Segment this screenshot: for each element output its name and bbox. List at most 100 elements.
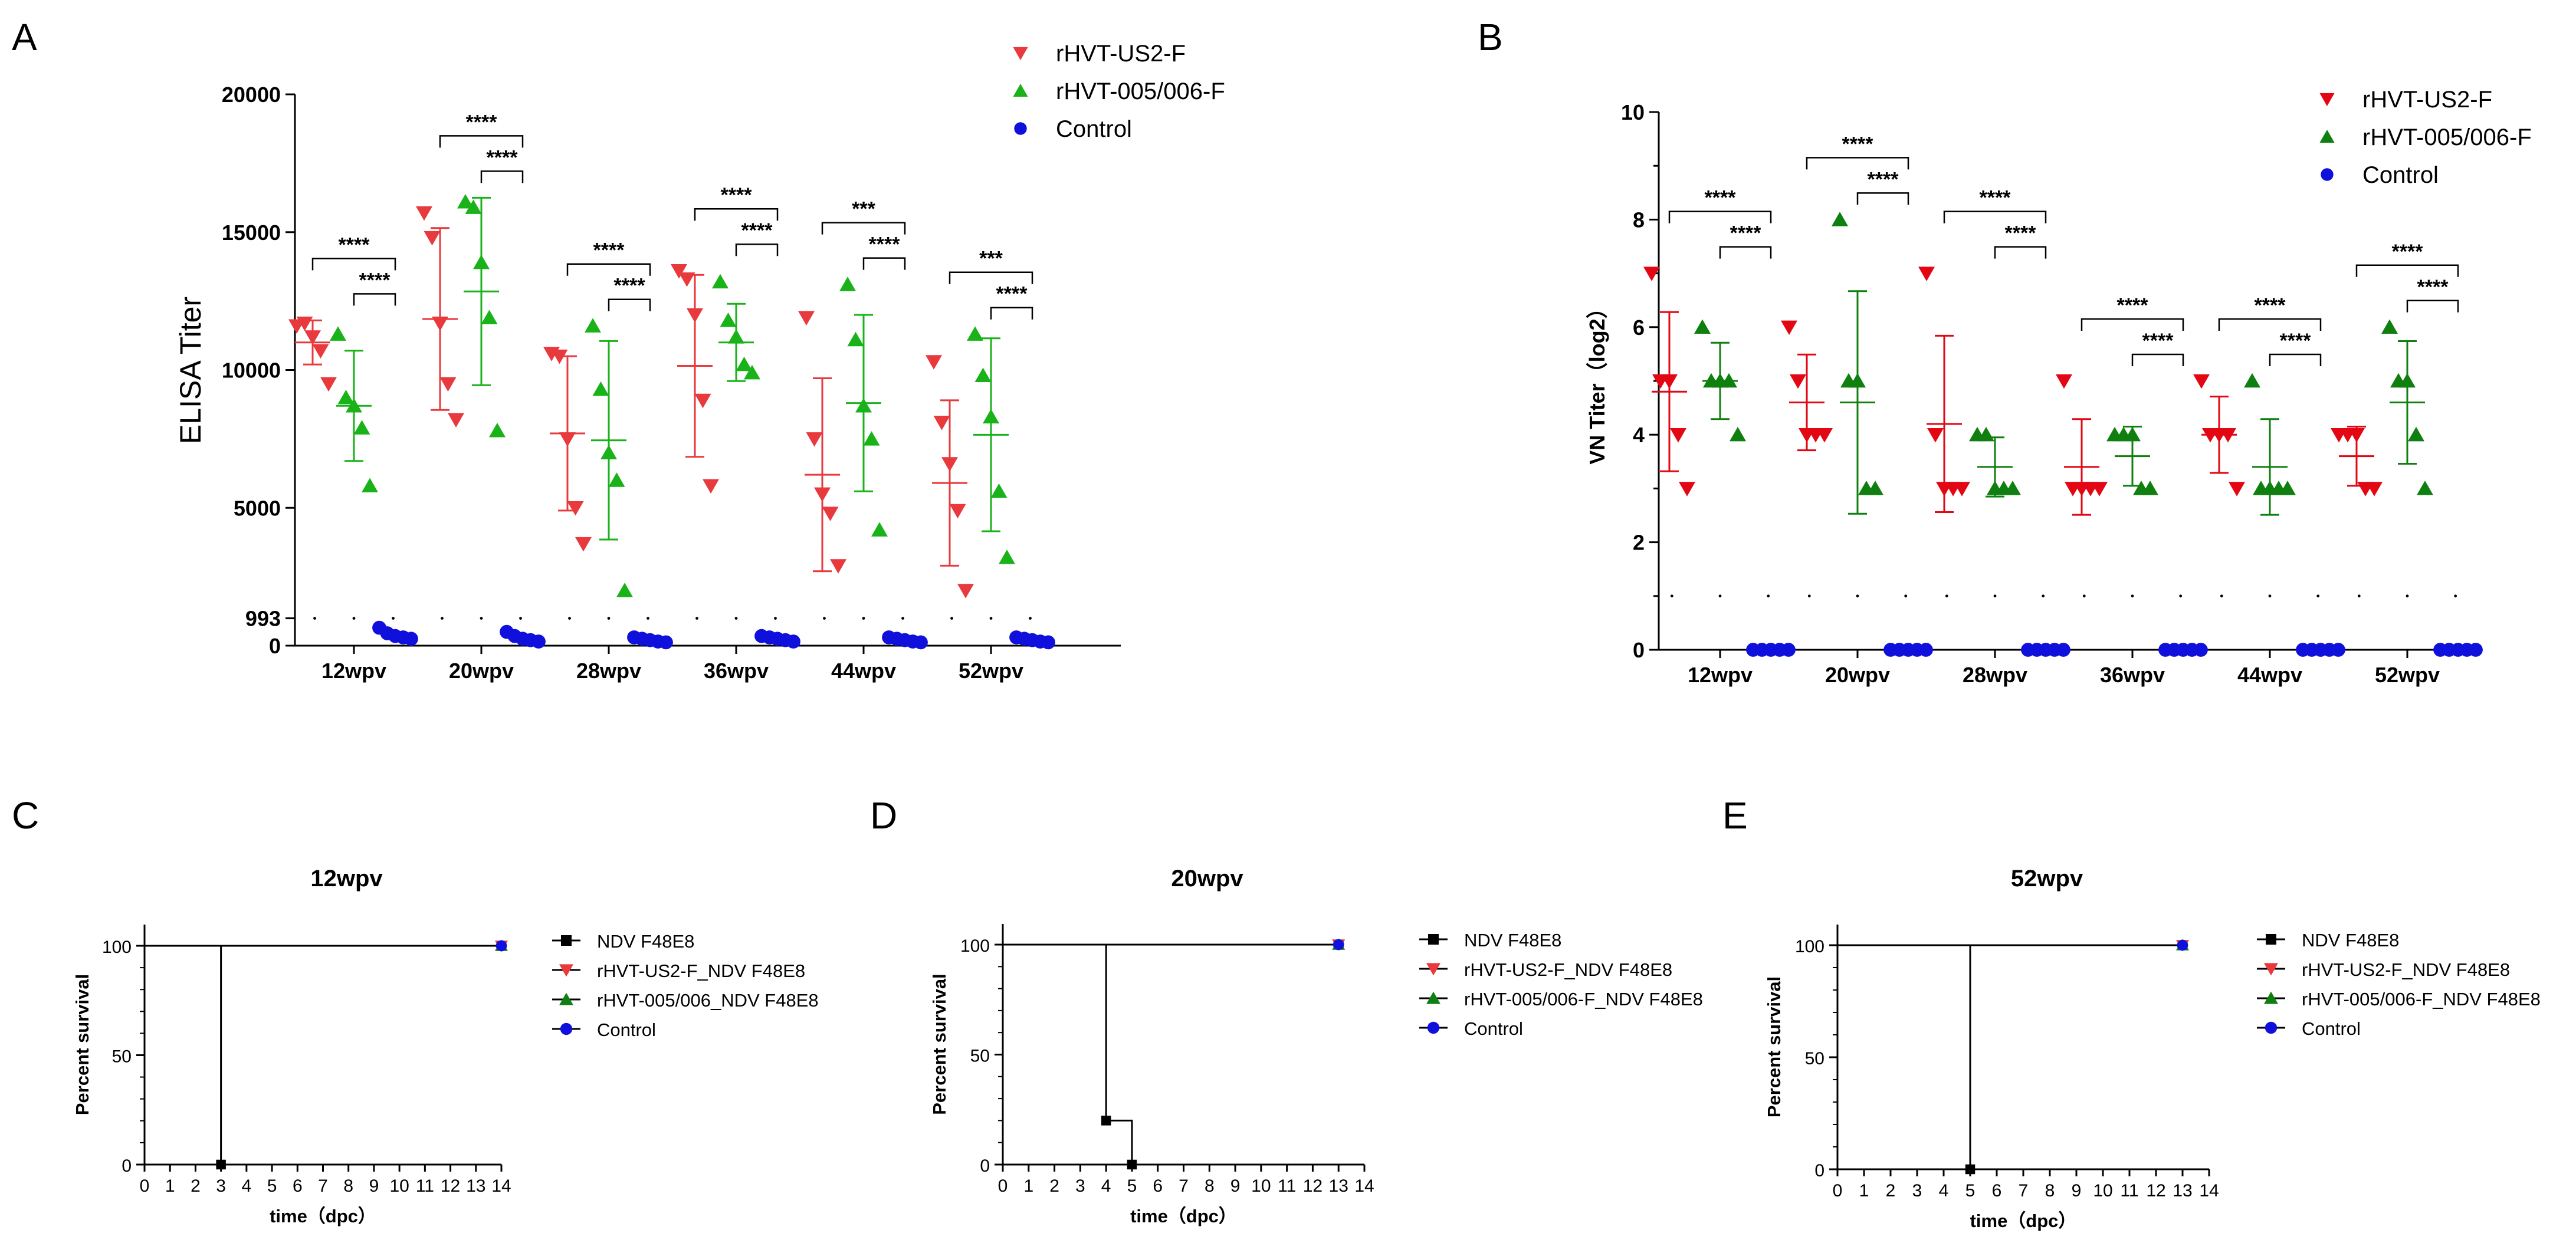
legend-marker-E	[2264, 963, 2278, 976]
x-tick-label-A: 52wpv	[959, 659, 1023, 683]
data-point-A	[822, 507, 839, 521]
data-point-A	[481, 310, 498, 324]
data-point-A	[312, 344, 329, 359]
cutoff-dot-B	[2131, 594, 2134, 598]
x-tick-label-C: 14	[491, 1176, 511, 1196]
legend-label-E: Control	[2302, 1018, 2361, 1039]
significance-bracket-B	[2406, 300, 2459, 313]
legend-marker-A	[1014, 122, 1027, 135]
x-tick-label-C: 11	[416, 1176, 434, 1196]
y-tick-label-C: 100	[102, 938, 132, 957]
data-point-A	[712, 274, 729, 289]
data-point-B	[2056, 374, 2072, 389]
y-tick-label-B: 0	[1633, 638, 1645, 662]
survival-marker-D	[1127, 1159, 1137, 1170]
x-tick-label-E: 2	[1886, 1181, 1896, 1201]
x-tick-label-E: 7	[2019, 1181, 2029, 1201]
x-tick-label-D: 1	[1023, 1176, 1033, 1196]
data-point-B	[1730, 426, 1746, 442]
data-point-A	[567, 501, 584, 516]
data-point-A	[337, 389, 355, 404]
x-tick-label-E: 14	[2199, 1181, 2219, 1201]
x-tick-label-B: 28wpv	[1963, 663, 2027, 687]
data-point-A	[786, 634, 800, 649]
cutoff-dot-B	[1718, 594, 1722, 598]
x-tick-label-A: 12wpv	[321, 659, 386, 683]
data-point-B	[2220, 428, 2236, 443]
data-point-B	[1781, 320, 1797, 336]
y-tick-label-B: 10	[1621, 100, 1645, 124]
significance-bracket-A	[566, 263, 651, 276]
significance-bracket-A	[735, 243, 779, 256]
x-tick-label-D: 5	[1127, 1176, 1137, 1196]
x-tick-label-C: 4	[242, 1176, 252, 1196]
x-tick-label-D: 2	[1049, 1176, 1059, 1196]
significance-bracket-A	[480, 170, 524, 183]
data-point-A	[999, 550, 1015, 564]
legend-marker-C	[559, 964, 573, 977]
data-point-B	[1721, 373, 1737, 388]
cutoff-dot-B	[1904, 594, 1908, 598]
legend-label-A: rHVT-US2-F	[1056, 41, 1186, 67]
legend-marker-C	[560, 1022, 573, 1035]
data-point-A	[814, 487, 831, 502]
significance-label-A: ****	[741, 219, 773, 242]
y-axis-title-B: VN Titer（log2）	[1585, 297, 1609, 464]
data-point-A	[1041, 635, 1055, 650]
data-point-B	[1790, 374, 1806, 389]
x-tick-label-A: 36wpv	[704, 659, 769, 683]
data-point-A	[736, 356, 753, 371]
y-tick-label-D: 100	[960, 936, 990, 956]
data-point-A	[744, 364, 760, 380]
x-axis-title-E: time（dpc）	[1970, 1211, 2077, 1231]
chart-title-D: 20wpv	[1171, 866, 1243, 892]
legend-marker-C	[559, 992, 573, 1005]
panel-label-D: D	[870, 794, 897, 837]
cutoff-dot-B	[2406, 594, 2409, 598]
data-point-A	[839, 277, 856, 291]
significance-label-A: ****	[614, 275, 646, 297]
x-tick-label-D: 6	[1153, 1176, 1163, 1196]
cutoff-dot-B	[1807, 594, 1811, 598]
legend-marker-B	[2319, 93, 2335, 106]
legend-marker-D	[1426, 963, 1440, 976]
significance-label-A: ****	[593, 239, 625, 262]
x-tick-label-E: 12	[2146, 1181, 2165, 1201]
x-tick-label-C: 5	[267, 1176, 277, 1196]
y-tick-label-E: 100	[1795, 937, 1824, 956]
y-tick-label-A: 15000	[222, 221, 281, 245]
significance-label-A: ***	[979, 248, 1003, 270]
survival-marker-C	[216, 1159, 226, 1170]
y-tick-label-A: 993	[245, 607, 281, 631]
legend-label-D: Control	[1464, 1018, 1523, 1039]
data-point-A	[678, 272, 695, 287]
data-point-A	[949, 504, 966, 519]
legend-label-D: NDV F48E8	[1464, 930, 1561, 951]
x-tick-label-C: 8	[343, 1176, 353, 1196]
x-tick-label-E: 1	[1859, 1181, 1869, 1201]
significance-bracket-A	[353, 293, 396, 306]
x-tick-label-D: 10	[1251, 1176, 1271, 1196]
cutoff-dot-A	[352, 617, 356, 620]
x-tick-label-E: 5	[1965, 1181, 1976, 1201]
data-point-A	[941, 457, 958, 472]
cutoff-dot-A	[734, 617, 738, 620]
cutoff-dot-A	[441, 617, 444, 620]
cutoff-dot-A	[313, 617, 316, 620]
data-point-A	[592, 381, 609, 396]
x-tick-label-C: 2	[191, 1176, 201, 1196]
significance-bracket-A	[694, 208, 779, 221]
y-tick-label-B: 2	[1633, 531, 1645, 555]
y-axis-title-A: ELISA Titer	[174, 297, 207, 444]
significance-label-A: ****	[339, 234, 370, 256]
data-point-A	[871, 522, 888, 537]
cutoff-dot-A	[989, 617, 993, 620]
legend-label-C: rHVT-US2-F_NDV F48E8	[597, 961, 805, 981]
significance-label-B: ****	[2142, 330, 2174, 352]
survival-marker-E	[2177, 939, 2188, 951]
data-point-B	[2142, 481, 2158, 495]
data-point-A	[687, 308, 703, 323]
x-tick-label-D: 3	[1075, 1176, 1085, 1196]
data-point-B	[2408, 426, 2424, 442]
